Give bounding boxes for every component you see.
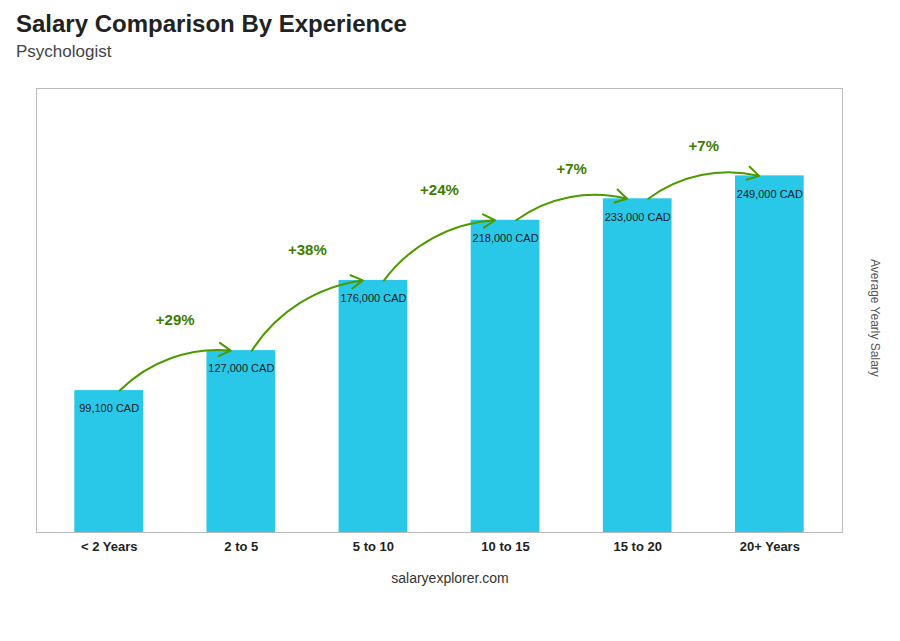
svg-text:+38%: +38% <box>288 241 327 258</box>
svg-text:2 to 5: 2 to 5 <box>224 539 258 554</box>
svg-text:233,000 CAD: 233,000 CAD <box>605 211 671 223</box>
svg-text:+24%: +24% <box>420 181 459 198</box>
svg-text:249,000 CAD: 249,000 CAD <box>737 188 803 200</box>
svg-text:< 2 Years: < 2 Years <box>81 539 138 554</box>
html-text:Average Yearly Salary: Average Yearly Salary <box>868 259 882 377</box>
svg-text:127,000 CAD: 127,000 CAD <box>208 362 274 374</box>
svg-text:+29%: +29% <box>156 311 195 328</box>
svg-text:99,100 CAD: 99,100 CAD <box>79 402 139 414</box>
html-text:Psychologist: Psychologist <box>16 42 112 61</box>
html-text:Salary Comparison By Experienc: Salary Comparison By Experience <box>16 10 407 37</box>
svg-text:176,000 CAD: 176,000 CAD <box>340 292 406 304</box>
svg-text:+7%: +7% <box>689 137 719 154</box>
svg-text:5 to 10: 5 to 10 <box>353 539 394 554</box>
svg-text:+7%: +7% <box>556 160 586 177</box>
svg-text:218,000 CAD: 218,000 CAD <box>473 232 539 244</box>
svg-text:20+ Years: 20+ Years <box>740 539 800 554</box>
html-text:salaryexplorer.com: salaryexplorer.com <box>391 570 509 586</box>
svg-text:15 to 20: 15 to 20 <box>613 539 661 554</box>
svg-text:10 to 15: 10 to 15 <box>481 539 529 554</box>
